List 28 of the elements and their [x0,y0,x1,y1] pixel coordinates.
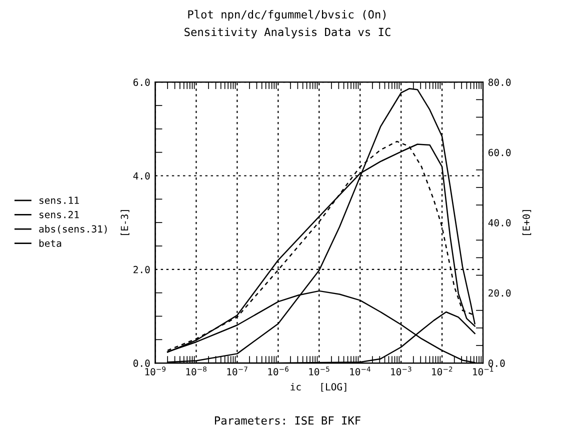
y-axis-title: [E-3] [120,210,130,236]
x-tick-label: 10$^{−6}$ [268,366,288,376]
y-tick-label: 2.0 [134,266,150,274]
x-tick-label: 10$^{−9}$ [145,366,166,376]
text: Parameters: ISE BF IKF [214,416,360,425]
x-tick-label: 10$^{−2}$ [432,366,452,376]
y-tick-label: 6.0 [133,78,150,86]
x-tick-label: 10$^{−8}$ [186,366,206,376]
chart-subtitle: Sensitivity Analysis Data vs IC [184,28,390,38]
y2-axis-title: [E+0] [522,210,532,236]
x-tick-label: 10$^{−1}$ [473,366,494,376]
y2-tick-label: 60.0 [488,148,511,156]
legend-label: sens.11 [40,196,79,204]
legend-label: sens.21 [40,210,79,218]
y2-tick-label: 80.0 [488,78,511,86]
y2-tick-label: 0.0 [488,360,505,367]
x-tick-label: 10$^{−5}$ [309,366,330,376]
x-tick-label: 10$^{−4}$ [350,366,370,376]
x-tick-label: 10$^{−3}$ [391,366,412,376]
y-tick-label: 4.0 [133,172,150,180]
legend-label: abs(sens.31) [39,225,107,234]
y2-tick-label: 20.0 [488,289,511,297]
y2-tick-label: 40.0 [488,219,511,226]
x-tick-label: 10$^{−7}$ [227,366,248,376]
x-axis-title: ic [LOG] [290,382,346,392]
y-tick-label: 0.0 [133,360,150,367]
chart-title: Plot npn/dc/fgummel/bvsic (On) [188,10,386,21]
legend-label: beta [39,239,62,247]
